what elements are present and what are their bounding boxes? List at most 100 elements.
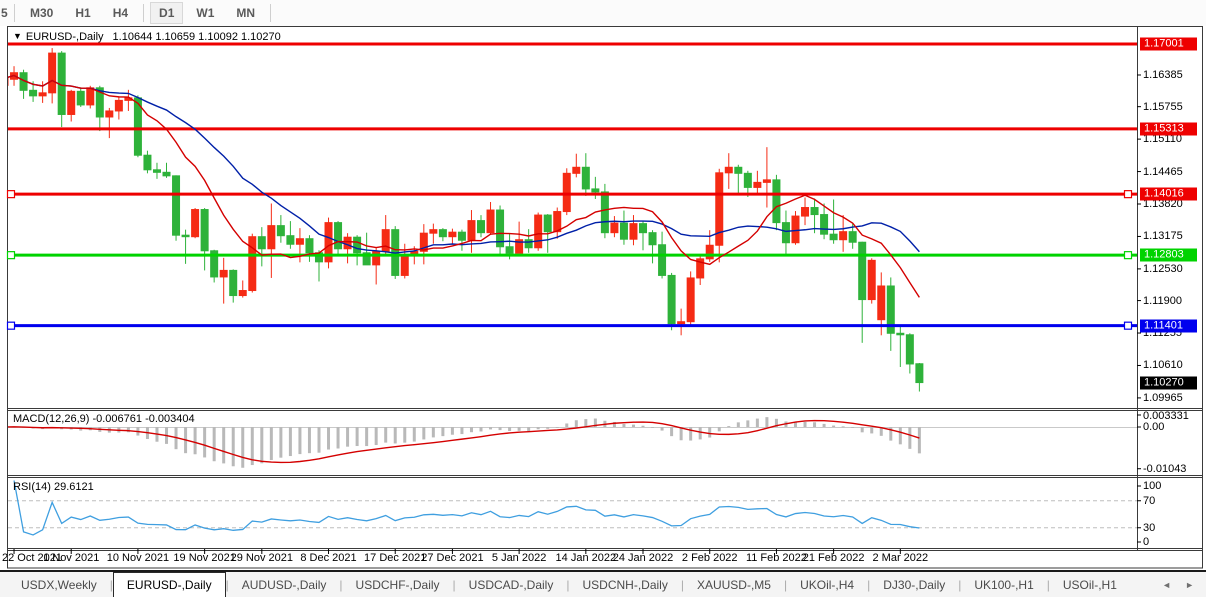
horizontal-lines[interactable] [6,42,1138,330]
chart-title: ▼ EURUSD-,Daily 1.10644 1.10659 1.10092 1.… [13,31,281,43]
macd-histogram-bar [193,427,197,455]
hline-handle[interactable] [1123,321,1133,330]
macd-histogram-bar [736,422,740,427]
macd-histogram-bar [241,427,245,468]
macd-histogram-bar [536,427,540,430]
macd-histogram-bar [793,421,797,427]
hline-handle[interactable] [1123,190,1133,199]
hline-handle[interactable] [6,190,16,199]
chart-tabs: USDX,Weekly | EURUSD-,Daily | AUDUSD-,Daily |… [8,572,1130,597]
date-tick-label: 11 Feb 2022 [745,552,807,564]
toolbar-divider [14,4,15,22]
price-line-badge: 1.12803 [1140,248,1197,262]
macd-histogram-bar [822,423,826,427]
chart-tab-usdchfdaily[interactable]: USDCHF-,Daily [355,578,440,592]
chart-tab-ukoilh4[interactable]: UKOil-,H4 [800,578,855,592]
macd-histogram-bar [450,427,454,435]
macd-histogram-bar [631,424,635,427]
timeframe-button-m5-clipped[interactable]: 5 [1,6,8,20]
macd-histogram-bar [355,427,359,447]
chart-tab-audusddaily[interactable]: AUDUSD-,Daily [241,578,327,592]
macd-histogram-bar [279,427,283,458]
tab-scroll-right-icon[interactable]: ► [1185,580,1194,590]
macd-histogram-bar [317,427,321,453]
chart-tab-xauusdm5[interactable]: XAUUSD-,M5 [696,578,771,592]
macd-histogram-bar [269,427,273,460]
macd-pane [8,417,1137,468]
timeframe-toolbar: 5 M30 H1 H4 D1 W1 MN [0,0,1206,26]
macd-histogram-bar [727,426,731,428]
macd-histogram-bar [889,427,893,441]
price-line-badge: 1.15313 [1140,122,1197,136]
macd-histogram-bar [689,427,693,441]
tab-separator: | [452,578,456,592]
macd-histogram-bar [679,427,683,441]
macd-histogram-bar [870,427,874,434]
tab-separator: | [339,578,343,592]
macd-histogram-bar [469,427,473,433]
chart-tab-bar: USDX,Weekly | EURUSD-,Daily | AUDUSD-,Daily |… [0,571,1206,597]
ma-slow-line [8,74,920,254]
macd-histogram-bar [670,427,674,437]
chart-tab-usdcaddaily[interactable]: USDCAD-,Daily [468,578,554,592]
timeframe-button-w1[interactable]: W1 [196,6,215,20]
macd-histogram-bar [298,427,302,455]
chart-ohlc-values: 1.10644 1.10659 1.10092 1.10270 [112,31,281,43]
chart-dropdown-icon[interactable]: ▼ [13,31,22,41]
macd-histogram-bar [746,420,750,427]
chart-tab-dj30daily[interactable]: DJ30-,Daily [883,578,946,592]
macd-histogram-bar [260,427,264,464]
timeframe-buttons: M30 H1 H4 D1 W1 MN [19,2,266,24]
chart-tab-usdxweekly[interactable]: USDX,Weekly [21,578,97,592]
toolbar-divider [270,4,272,22]
chart-tab-usoilh1[interactable]: USOil-,H1 [1062,578,1117,592]
timeframe-button-d1[interactable]: D1 [150,2,184,24]
timeframe-button-m30[interactable]: M30 [30,6,54,20]
macd-histogram-bar [250,427,254,466]
hline-handle[interactable] [6,321,16,330]
timeframe-button-mn[interactable]: MN [236,6,256,20]
price-tick-label: 1.14465 [1143,165,1183,178]
macd-histogram-bar [860,427,864,433]
chart-tab-uk100h1[interactable]: UK100-,H1 [974,578,1034,592]
macd-histogram-bar [460,427,464,435]
price-tick-label: 1.10610 [1143,359,1183,372]
macd-histogram-bar [908,427,912,449]
price-tick-label: 1.15755 [1143,100,1183,113]
tab-separator: | [566,578,570,592]
macd-histogram-bar [384,427,388,443]
hline-handle[interactable] [6,251,16,260]
tab-separator: | [867,578,871,592]
macd-histogram-bar [403,427,407,443]
tab-separator: | [958,578,962,592]
macd-histogram-bar [307,427,311,454]
pane-frames [0,26,1206,571]
price-line-badge: 1.14016 [1140,187,1197,201]
macd-histogram-bar [231,427,235,467]
hline-handle[interactable] [1123,251,1133,260]
price-tick-label: 1.13820 [1143,198,1183,210]
macd-histogram-bar [841,426,845,428]
macd-histogram-bar [555,427,559,428]
date-tick-label: 2 Mar 2022 [872,552,929,564]
macd-histogram-bar [374,427,378,446]
date-tick-label: 2 Feb 2022 [681,552,738,564]
macd-histogram-bar [212,427,216,462]
timeframe-button-h1[interactable]: H1 [75,6,91,20]
timeframe-button-h4[interactable]: H4 [112,6,129,20]
macd-histogram-bar [517,427,521,431]
chart-tab-usdcnhdaily[interactable]: USDCNH-,Daily [582,578,668,592]
ma-fast-line [8,74,920,298]
current-price-badge: 1.10270 [1140,376,1197,390]
macd-histogram-bar [851,427,855,428]
chart-tab-eurusddaily[interactable]: EURUSD-,Daily [112,572,226,597]
moving-averages [8,74,920,298]
candlestick-series [8,48,924,392]
macd-histogram-bar [593,418,597,427]
macd-histogram-bar [422,427,426,440]
rsi-indicator-label: RSI(14) 29.6121 [13,481,94,493]
macd-histogram-bar [622,423,626,427]
date-tick-label: 27 Dec 2021 [421,552,484,564]
tab-scroll-left-icon[interactable]: ◄ [1162,580,1172,590]
